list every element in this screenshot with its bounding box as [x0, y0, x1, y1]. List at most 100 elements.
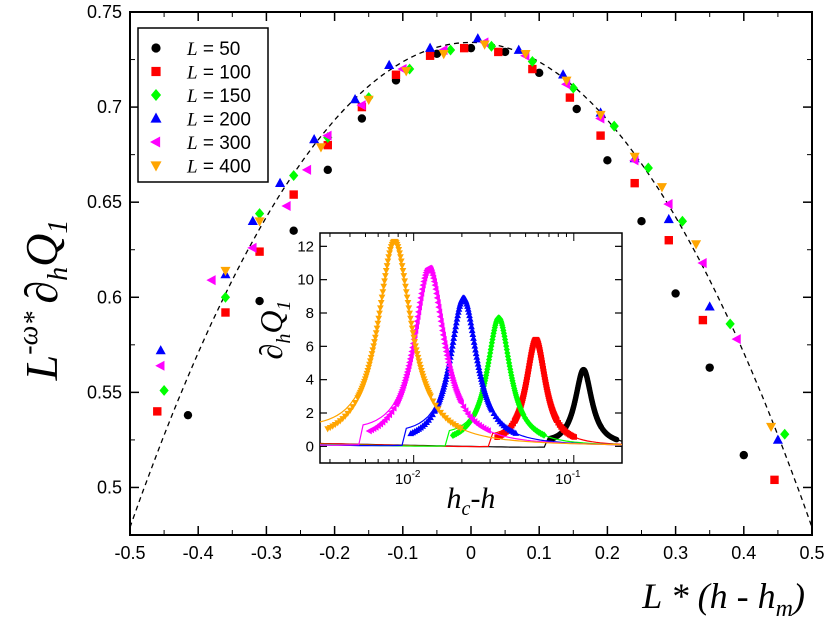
data-point [255, 247, 264, 256]
inset-data-point [415, 358, 423, 365]
inset-y-tick-label: 10 [297, 272, 314, 289]
inset-data-point [431, 281, 438, 289]
data-point [739, 450, 748, 460]
y-tick-label: 0.75 [87, 2, 122, 22]
inset-data-point [540, 431, 548, 439]
y-tick-label: 0.65 [87, 192, 122, 212]
inset-data-point [459, 403, 467, 411]
x-tick-label: -0.1 [387, 543, 418, 563]
inset-data-point [453, 315, 461, 322]
inset-data-point [410, 334, 418, 341]
inset-data-point [525, 365, 532, 372]
legend-label-value: = 100 [198, 63, 251, 84]
inset-data-point [512, 429, 520, 436]
data-point [391, 70, 401, 79]
inset-data-point [448, 346, 456, 353]
legend-label: L = 200 [186, 110, 251, 131]
inset-data-point [375, 315, 383, 322]
data-point [363, 95, 374, 105]
data-point [155, 360, 165, 371]
inset-data-point [377, 300, 385, 307]
inset-x-tick-label: 10-2 [395, 469, 421, 488]
legend-item: L = 200 [150, 110, 251, 131]
data-point [596, 131, 605, 140]
legend-label: L = 300 [186, 133, 251, 154]
data-point [528, 64, 537, 74]
y-axis-label: L-ω* ∂hQ1 [13, 220, 74, 382]
inset-data-point [369, 347, 377, 354]
inset-data-point [473, 353, 481, 360]
legend-item: L = 400 [150, 157, 251, 178]
inset-data-point [378, 294, 386, 301]
inset-data-point [413, 351, 421, 358]
data-point [425, 51, 435, 60]
inset-data-point [397, 258, 405, 265]
inset-data-point [401, 278, 408, 285]
inset-series-2 [319, 314, 623, 447]
legend-label-value: = 300 [198, 133, 251, 154]
inset-series-5 [319, 238, 623, 446]
data-point [289, 190, 298, 199]
data-point [472, 33, 483, 43]
data-point [247, 215, 258, 225]
inset-data-point [380, 283, 388, 290]
y-axis-label-op: * [19, 312, 50, 326]
inset-data-point [365, 364, 373, 372]
inset-data-point [449, 342, 456, 349]
inset-x-tick-exp: -1 [572, 469, 581, 480]
legend-label: L = 400 [186, 157, 251, 178]
data-point [568, 82, 578, 94]
inset-data-point [349, 404, 357, 411]
inset-data-point [377, 305, 384, 312]
inset-y-axis-label-qsub: 1 [273, 301, 295, 311]
legend-label-L: L [186, 133, 198, 154]
inset-data-point [412, 322, 419, 330]
inset-data-point [413, 317, 420, 325]
data-point [153, 407, 162, 416]
inset-data-point [470, 334, 477, 341]
inset-data-point [409, 330, 417, 337]
inset-data-point [390, 404, 397, 412]
data-point [445, 44, 456, 56]
inset-data-point [346, 407, 354, 414]
data-point [643, 162, 653, 174]
inset-data-point [408, 348, 415, 355]
inset-data-point [412, 343, 419, 350]
inset-data-point [468, 323, 475, 330]
series-0 [183, 43, 748, 460]
legend-marker [150, 161, 162, 172]
inset-data-point [464, 302, 471, 309]
x-tick-label: 0.3 [663, 543, 688, 563]
legend-item: L = 150 [150, 86, 251, 107]
inset-data-point [397, 254, 404, 261]
inset-data-point [416, 361, 424, 368]
legend-label-L: L [186, 110, 198, 131]
data-point [663, 199, 673, 210]
data-point [247, 242, 257, 253]
inset-x-axis-label: hc-h [447, 482, 496, 520]
inset-data-point [432, 402, 439, 409]
inset-data-point [476, 366, 483, 374]
inset-data-point [449, 338, 457, 345]
inset-data-point [433, 290, 440, 297]
inset-data-point [439, 327, 446, 334]
inset-data-point [450, 330, 458, 337]
data-point [275, 177, 286, 187]
data-point [561, 76, 572, 86]
inset-data-point [429, 410, 436, 418]
legend-label-value: = 50 [198, 39, 241, 60]
inset-data-point [613, 436, 620, 443]
data-point [770, 475, 779, 485]
legend-label-value: = 400 [198, 157, 251, 178]
data-point [322, 130, 332, 141]
inset-data-point [351, 399, 359, 407]
inset-data-point [436, 308, 443, 316]
inset-data-point [474, 357, 481, 364]
inset-data-point [411, 339, 419, 346]
inset-data-point [385, 411, 393, 419]
inset-data-point [414, 354, 422, 362]
inset-data-point [366, 358, 374, 365]
data-point [637, 217, 646, 226]
data-point [595, 110, 606, 121]
inset-frame [319, 232, 623, 464]
